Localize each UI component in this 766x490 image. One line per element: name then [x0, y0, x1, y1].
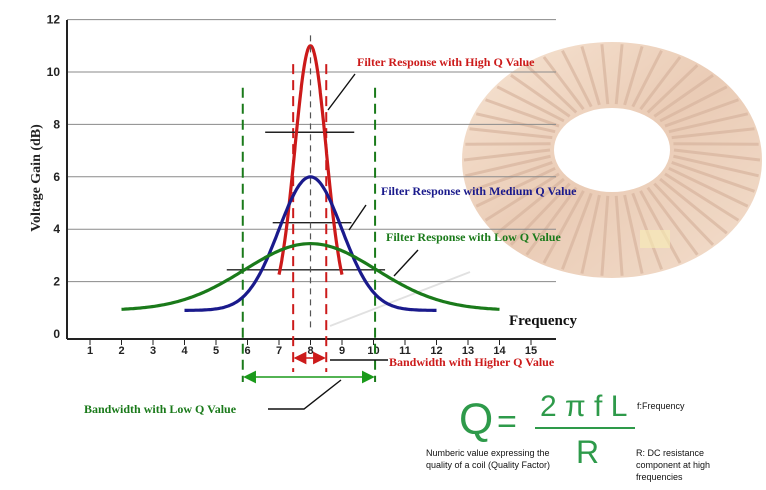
x-tick-label: 5 — [213, 345, 219, 357]
y-tick-label: 6 — [53, 170, 60, 184]
y-tick-label: 0 — [53, 327, 60, 341]
pointer-high-q — [327, 73, 356, 111]
coil-winding — [469, 127, 553, 140]
coil-winding — [623, 45, 644, 106]
q-symbol: Q — [459, 395, 494, 444]
x-tick-label: 10 — [367, 345, 379, 357]
coil-winding — [664, 98, 739, 128]
coil-winding — [484, 172, 560, 222]
coil-winding — [631, 192, 663, 270]
coil-winding — [653, 73, 714, 118]
x-tick-label: 14 — [493, 345, 506, 357]
y-tick-label: 10 — [47, 65, 61, 79]
coil-winding — [671, 160, 756, 193]
label-high-q: Filter Response with High Q Value — [357, 55, 535, 69]
coil-winding — [673, 148, 761, 162]
coil-winding — [659, 85, 728, 123]
coil-winding — [664, 172, 740, 222]
coil-winding — [496, 177, 565, 235]
formula-denominator: R — [576, 434, 600, 470]
coil-winding — [631, 50, 663, 108]
x-tick-label: 4 — [181, 345, 188, 357]
label-low-q: Filter Response with Low Q Value — [386, 230, 561, 244]
coil-winding — [614, 195, 624, 276]
y-tick-label: 12 — [47, 13, 61, 27]
coil-winding — [623, 194, 644, 274]
pointer-low-q — [393, 249, 419, 277]
coil-winding — [639, 56, 682, 111]
coil-winding — [646, 64, 699, 114]
coil-winding — [510, 73, 571, 118]
coil-winding — [525, 186, 578, 256]
pointer-bw-low — [268, 379, 342, 410]
x-tick-label: 1 — [87, 345, 93, 357]
y-tick-label: 2 — [53, 275, 60, 289]
y-tick-label: 4 — [53, 222, 60, 236]
coil-winding — [463, 148, 551, 162]
x-tick-label: 6 — [244, 345, 250, 357]
coil-winding — [659, 177, 728, 235]
series-line-low-q — [121, 242, 500, 311]
y-tick-label: 8 — [53, 117, 60, 131]
r-definition-note: R: DC resistance component at high frequ… — [636, 448, 711, 482]
q-definition-note: Numberic value expressing the quality of… — [426, 448, 551, 470]
toroid-coil-image — [329, 42, 762, 327]
coil-winding — [600, 44, 610, 105]
pointer-medium-q — [348, 204, 367, 231]
label-bandwidth-high-q: Bandwidth with Higher Q Value — [389, 355, 555, 369]
series-line-medium-q — [184, 175, 437, 312]
coil-winding — [509, 182, 571, 246]
coil-winding — [496, 85, 565, 123]
coil-winding — [639, 190, 682, 264]
x-tick-label: 15 — [525, 345, 537, 357]
label-medium-q: Filter Response with Medium Q Value — [381, 184, 577, 198]
x-tick-label: 2 — [118, 345, 124, 357]
coil-winding — [465, 154, 551, 178]
coil-winding — [600, 195, 610, 276]
f-frequency-note: f:Frequency — [637, 401, 685, 411]
label-bandwidth-low-q: Bandwidth with Low Q Value — [84, 402, 237, 416]
coil-winding — [542, 190, 585, 264]
gridlines — [67, 19, 556, 283]
x-tick-label: 3 — [150, 345, 156, 357]
coil-winding — [668, 112, 749, 134]
x-tick-label: 9 — [339, 345, 345, 357]
coil-winding — [475, 166, 556, 208]
coil-winding — [561, 192, 593, 270]
coil-winding — [580, 194, 601, 274]
coil-winding — [653, 182, 715, 246]
x-tick-label: 7 — [276, 345, 282, 357]
coil-winding — [646, 186, 699, 256]
coil-winding — [525, 64, 578, 114]
coil-winding — [668, 166, 749, 208]
x-axis-title: Frequency — [509, 313, 578, 329]
x-tick-label: 8 — [307, 345, 313, 357]
coil-winding — [485, 98, 560, 128]
fraction-bar — [535, 427, 635, 429]
equals-sign: = — [497, 403, 517, 441]
x-tick-label: 13 — [462, 345, 474, 357]
y-axis-title: Voltage Gain (dB) — [29, 124, 44, 232]
x-tick-label: 12 — [430, 345, 442, 357]
coil-winding — [542, 56, 585, 111]
coil-winding — [561, 50, 593, 108]
coil-winding — [475, 112, 556, 134]
axes — [66, 20, 556, 340]
coil-winding — [580, 45, 601, 106]
x-tick-label: 11 — [399, 345, 411, 357]
coil-winding — [673, 154, 759, 178]
coil-winding — [614, 44, 624, 105]
coil-winding — [671, 127, 755, 140]
formula-numerator: 2 π f L — [540, 390, 628, 423]
